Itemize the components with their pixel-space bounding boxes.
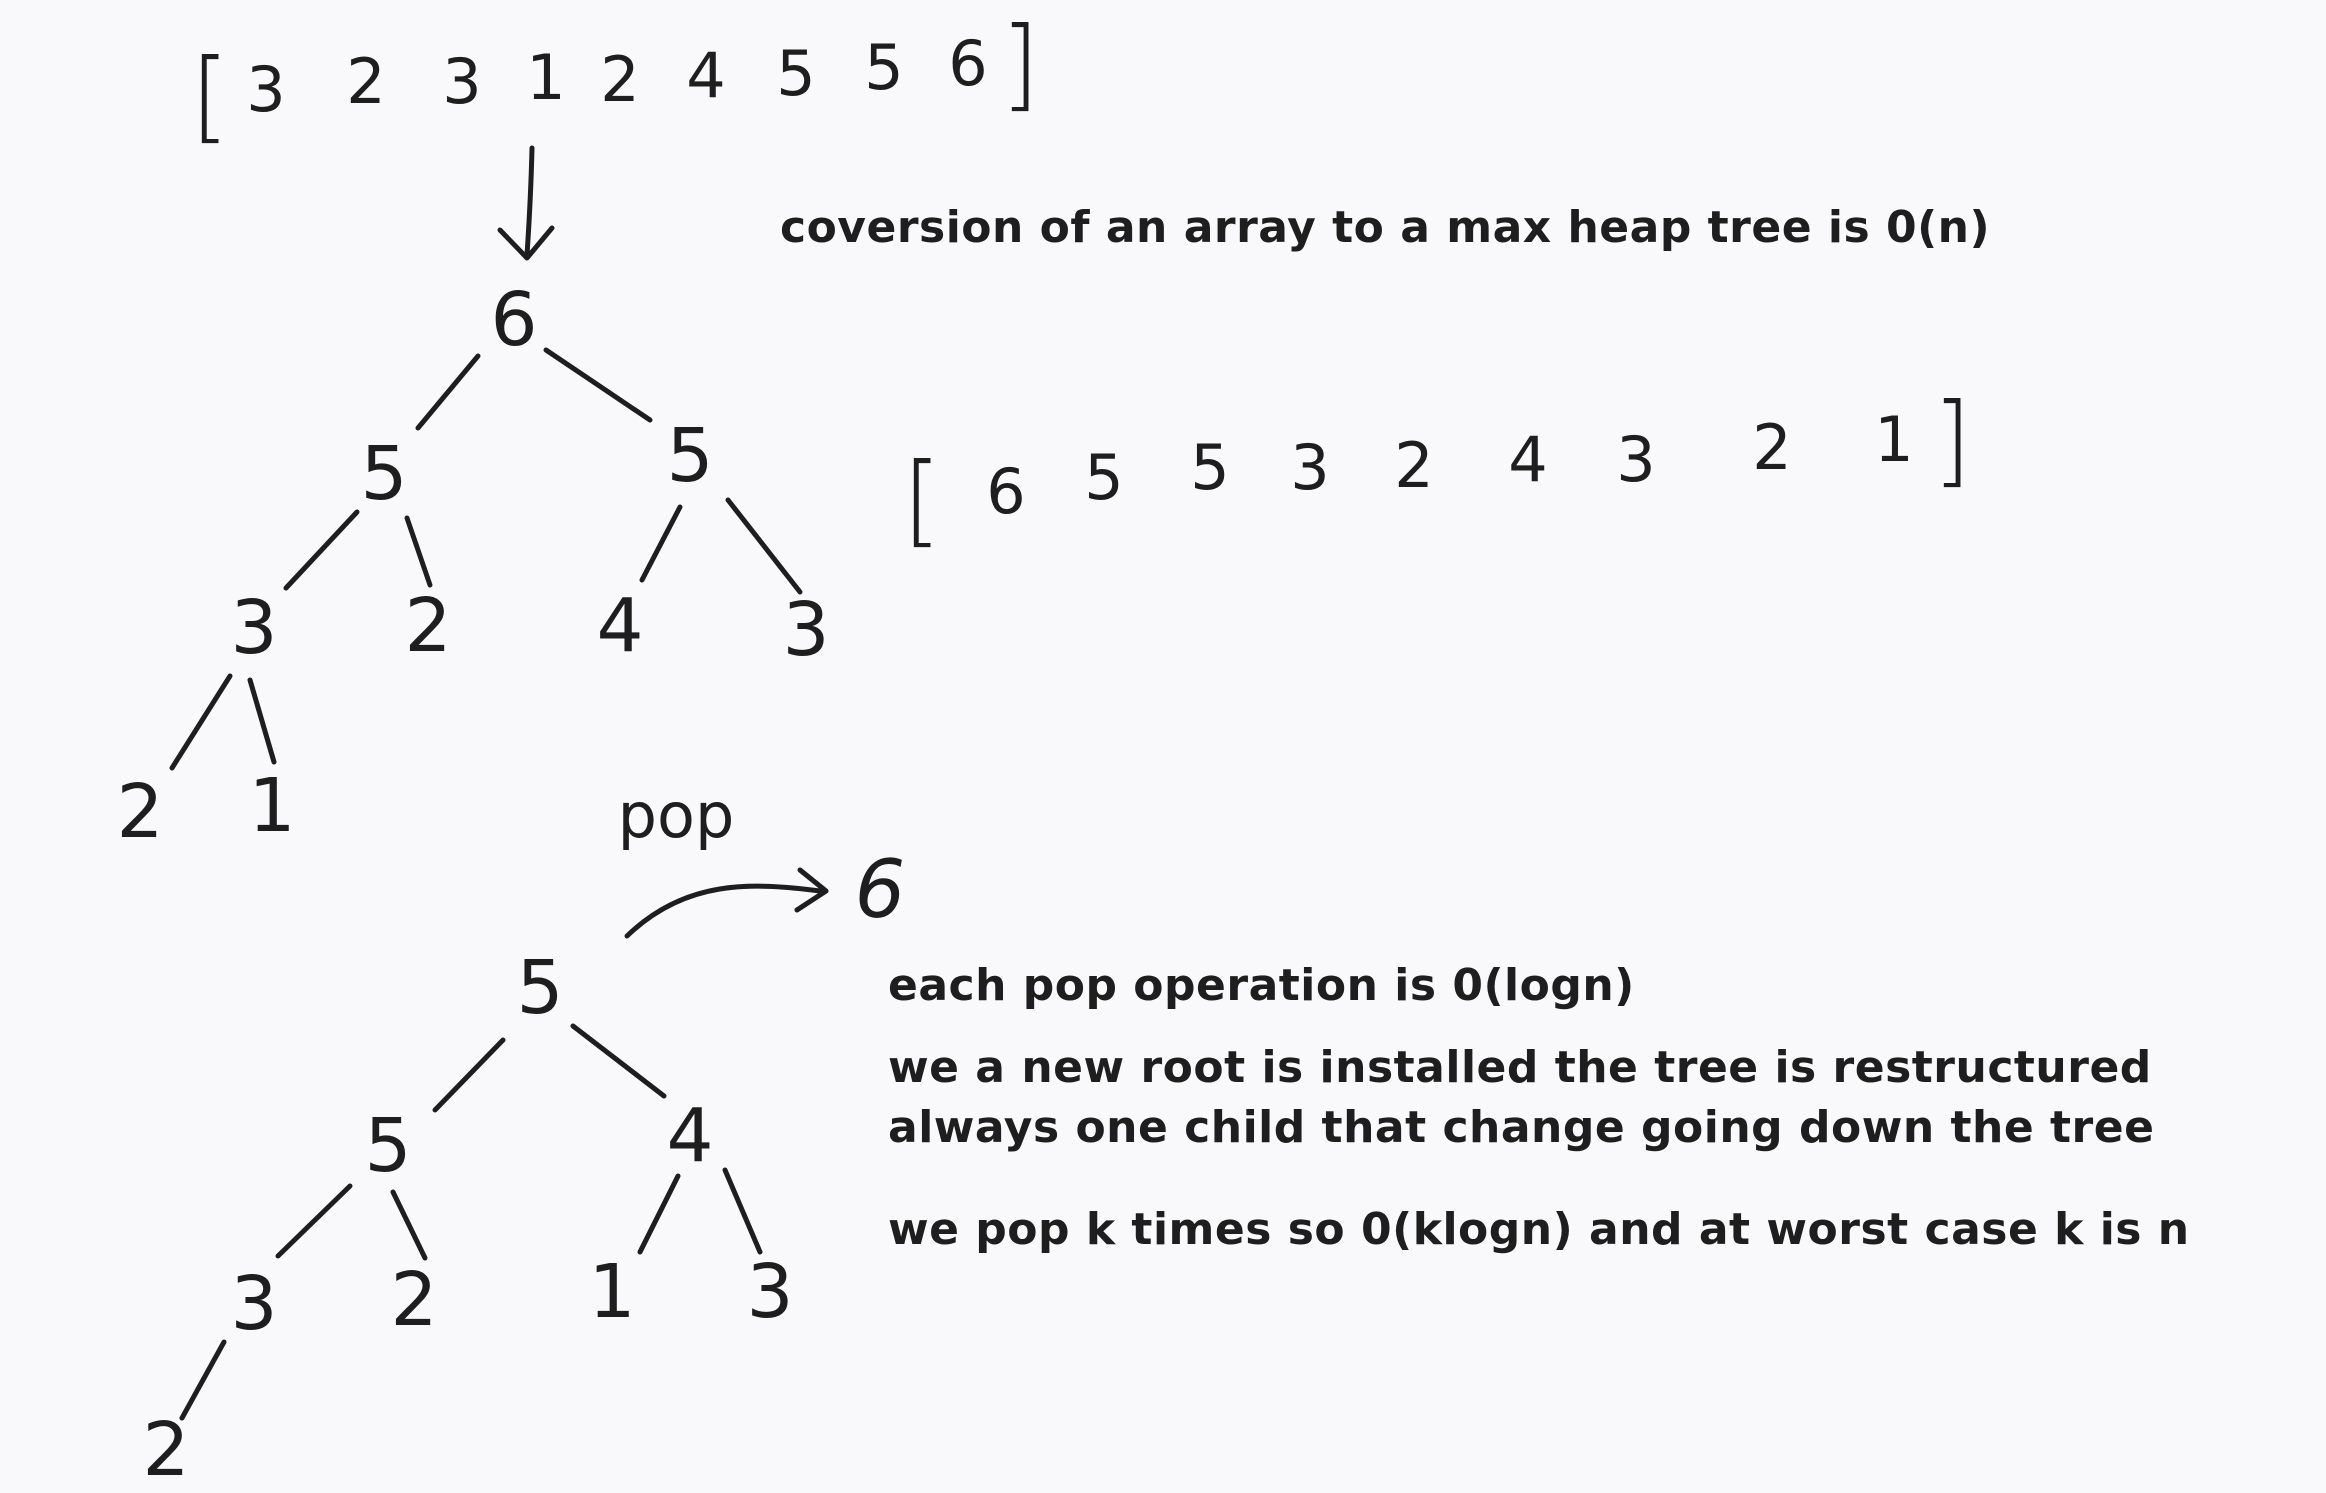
tree-edge-5a-2 [404, 515, 433, 588]
input-array-item: 3 [442, 45, 482, 118]
heap-node: 3 [782, 587, 830, 673]
heap-array-item: 4 [1508, 423, 1548, 496]
tree-edge-6-5b [543, 347, 653, 423]
heap-node: 1 [248, 763, 296, 849]
pop-tree-node: 5 [364, 1103, 412, 1189]
heap-array-item: 3 [1616, 423, 1656, 496]
input-array-item: 1 [526, 41, 566, 114]
tree-edge-5b-4 [639, 504, 683, 583]
pop-tree-node: 3 [746, 1249, 794, 1335]
pop-tree-edge-3-2 [179, 1339, 227, 1421]
conversion-note: coversion of an array to a max heap tree… [780, 202, 1991, 253]
heap-node: 2 [404, 583, 452, 669]
heap-node: 2 [116, 769, 164, 855]
total-cost-note: we pop k times so 0(klogn) and at worst … [888, 1204, 2190, 1255]
heap-array-item: 2 [1752, 411, 1792, 484]
pop-tree-edge-5-3 [275, 1183, 353, 1259]
heap-array-item: 6 [986, 455, 1026, 528]
popped-value: 6 [854, 843, 906, 936]
input-array-close-bracket: ] [1000, 5, 1040, 122]
pop-tree-edge-5-4 [570, 1023, 667, 1099]
tree-edge-5b-3 [725, 497, 803, 595]
restructure-note-line-2: always one child that change going down … [888, 1102, 2155, 1153]
pop-arrow-head [794, 867, 829, 913]
heap-node: 6 [490, 277, 538, 363]
heap-node: 3 [230, 585, 278, 671]
restructure-note-line-1: we a new root is installed the tree is r… [888, 1042, 2152, 1093]
pop-arrow-line [624, 883, 823, 939]
pop-tree-node: 2 [142, 1407, 190, 1493]
heap-node: 5 [360, 431, 408, 517]
pop-cost-note: each pop operation is 0(logn) [888, 960, 1635, 1011]
input-array-item: 2 [346, 45, 386, 118]
pop-tree-node: 1 [588, 1249, 636, 1335]
pop-tree-edge-5-5 [432, 1037, 506, 1113]
tree-edge-6-5a [415, 353, 481, 431]
heap-array-item: 1 [1874, 403, 1914, 476]
input-array-item: 6 [948, 27, 988, 100]
pop-tree-edge-4-1 [637, 1173, 681, 1255]
tree-edge-3-1 [247, 677, 277, 765]
heap-array-item: 5 [1084, 441, 1124, 514]
input-array-item: 5 [864, 31, 904, 104]
down-arrow-line [524, 145, 535, 258]
heap-array-item: 5 [1190, 431, 1230, 504]
input-array-item: 5 [776, 37, 816, 110]
pop-tree-node: 2 [390, 1257, 438, 1343]
pop-tree-edge-4-3 [722, 1167, 763, 1255]
heap-node: 4 [596, 583, 644, 669]
pop-tree-node: 5 [516, 945, 564, 1031]
heap-array-open-bracket: [ [902, 441, 942, 558]
pop-label: pop [617, 779, 735, 852]
input-array-item: 2 [600, 43, 640, 116]
heap-array-item: 3 [1290, 431, 1330, 504]
tree-edge-5a-3 [283, 509, 360, 591]
down-arrow-head [497, 225, 555, 261]
pop-tree-edge-5-2 [390, 1189, 428, 1261]
tree-edge-3-2 [169, 673, 233, 771]
pop-tree-node: 3 [230, 1261, 278, 1347]
heap-array-item: 2 [1394, 429, 1434, 502]
input-array-item: 4 [686, 39, 726, 112]
heap-node: 5 [666, 413, 714, 499]
pop-tree-node: 4 [666, 1093, 714, 1179]
input-array-open-bracket: [ [190, 37, 230, 154]
input-array-item: 3 [246, 53, 286, 126]
heap-array-close-bracket: ] [1932, 381, 1972, 498]
